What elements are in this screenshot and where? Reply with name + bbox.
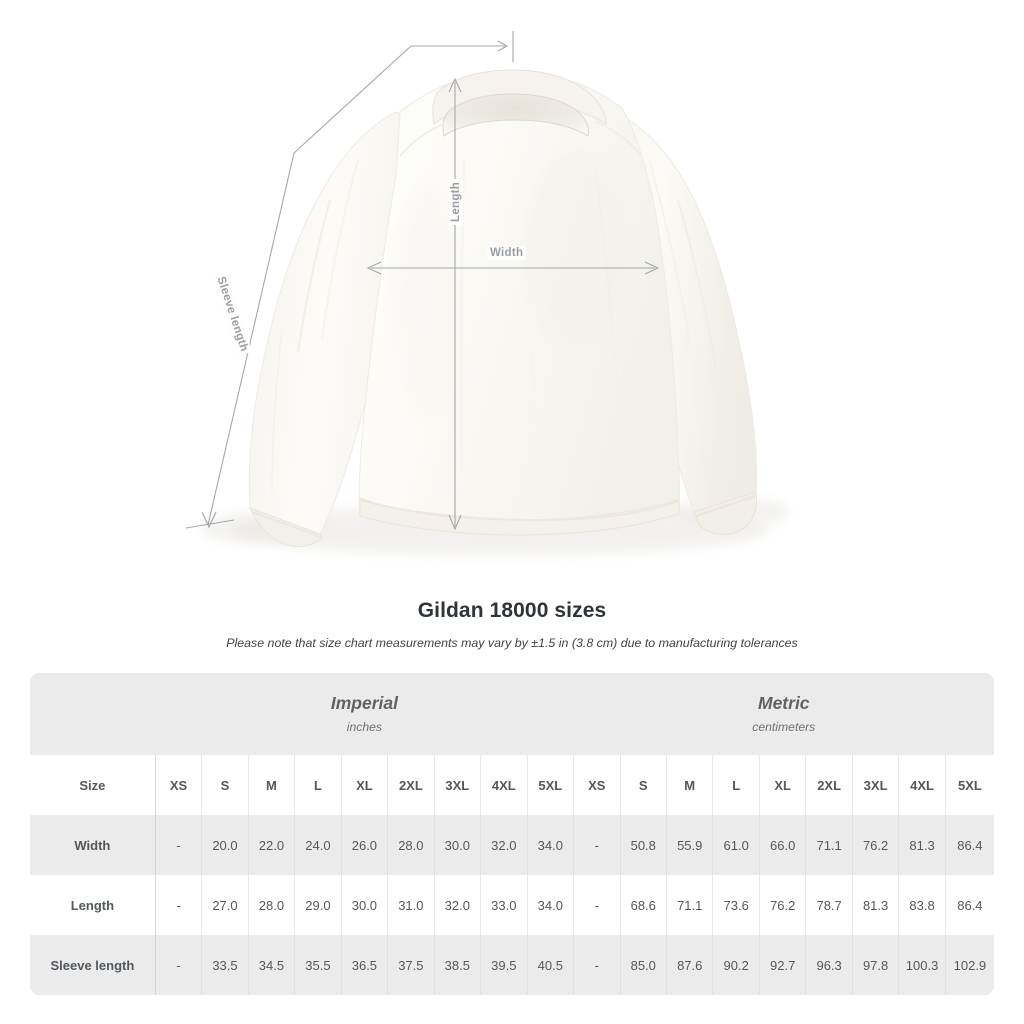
size-header-imperial-xl: XL bbox=[341, 755, 389, 815]
cell-width-metric-m: 55.9 bbox=[666, 815, 714, 875]
size-header-imperial-4xl: 4XL bbox=[480, 755, 528, 815]
size-header-metric-4xl: 4XL bbox=[898, 755, 946, 815]
size-header-imperial-m: M bbox=[248, 755, 296, 815]
row-label-length: Length bbox=[30, 875, 156, 935]
cell-sleeve-metric-2xl: 96.3 bbox=[805, 935, 853, 995]
size-header-imperial-5xl: 5XL bbox=[527, 755, 575, 815]
size-header-metric-s: S bbox=[620, 755, 667, 815]
cell-width-imperial-3xl: 30.0 bbox=[434, 815, 482, 875]
table-row: Sleeve length - 33.5 34.5 35.5 36.5 37.5… bbox=[30, 935, 994, 995]
size-header-metric-xl: XL bbox=[759, 755, 807, 815]
size-header-row: Size XS S M L XL 2XL 3XL 4XL 5XL XS S M … bbox=[30, 755, 994, 815]
unit-banner-row: Imperial inches Metric centimeters bbox=[30, 673, 994, 755]
size-header-metric-l: L bbox=[712, 755, 760, 815]
cell-length-metric-xs: - bbox=[573, 875, 621, 935]
cell-sleeve-metric-l: 90.2 bbox=[712, 935, 760, 995]
row-label-sleeve-length: Sleeve length bbox=[30, 935, 156, 995]
cell-length-imperial-5xl: 34.0 bbox=[527, 875, 575, 935]
cell-width-imperial-s: 20.0 bbox=[201, 815, 249, 875]
cell-sleeve-imperial-s: 33.5 bbox=[201, 935, 249, 995]
size-header-imperial-2xl: 2XL bbox=[387, 755, 435, 815]
cell-sleeve-metric-xl: 92.7 bbox=[759, 935, 807, 995]
cell-width-imperial-4xl: 32.0 bbox=[480, 815, 528, 875]
cell-sleeve-imperial-2xl: 37.5 bbox=[387, 935, 435, 995]
row-label-width: Width bbox=[30, 815, 156, 875]
unit-corner-cell bbox=[30, 673, 156, 755]
cell-width-metric-3xl: 76.2 bbox=[852, 815, 900, 875]
cell-length-imperial-2xl: 31.0 bbox=[387, 875, 435, 935]
table-row: Length - 27.0 28.0 29.0 30.0 31.0 32.0 3… bbox=[30, 875, 994, 935]
cell-length-imperial-xs: - bbox=[155, 875, 203, 935]
size-header-metric-m: M bbox=[666, 755, 714, 815]
table-row: Width - 20.0 22.0 24.0 26.0 28.0 30.0 32… bbox=[30, 815, 994, 875]
cell-sleeve-metric-3xl: 97.8 bbox=[852, 935, 900, 995]
cell-length-imperial-3xl: 32.0 bbox=[434, 875, 482, 935]
cell-length-imperial-4xl: 33.0 bbox=[480, 875, 528, 935]
size-header-imperial-s: S bbox=[201, 755, 249, 815]
cell-sleeve-metric-5xl: 102.9 bbox=[945, 935, 994, 995]
cell-width-metric-s: 50.8 bbox=[620, 815, 667, 875]
cell-width-metric-5xl: 86.4 bbox=[945, 815, 994, 875]
metric-unit-name: Metric bbox=[758, 692, 810, 713]
cell-length-metric-xl: 76.2 bbox=[759, 875, 807, 935]
cell-sleeve-imperial-xl: 36.5 bbox=[341, 935, 389, 995]
cell-sleeve-imperial-5xl: 40.5 bbox=[527, 935, 575, 995]
cell-width-metric-l: 61.0 bbox=[712, 815, 760, 875]
metric-unit-header: Metric centimeters bbox=[573, 673, 994, 755]
cell-length-metric-m: 71.1 bbox=[666, 875, 714, 935]
cell-sleeve-imperial-l: 35.5 bbox=[294, 935, 342, 995]
cell-width-imperial-5xl: 34.0 bbox=[527, 815, 575, 875]
cell-width-metric-xs: - bbox=[573, 815, 621, 875]
cell-sleeve-metric-s: 85.0 bbox=[620, 935, 667, 995]
size-header-imperial-xs: XS bbox=[155, 755, 203, 815]
cell-sleeve-imperial-m: 34.5 bbox=[248, 935, 296, 995]
cell-sleeve-imperial-3xl: 38.5 bbox=[434, 935, 482, 995]
cell-length-imperial-s: 27.0 bbox=[201, 875, 249, 935]
size-header-metric-3xl: 3XL bbox=[852, 755, 900, 815]
cell-length-imperial-xl: 30.0 bbox=[341, 875, 389, 935]
imperial-unit-name: Imperial bbox=[330, 692, 398, 713]
tolerance-note: Please note that size chart measurements… bbox=[226, 636, 798, 650]
cell-width-imperial-m: 22.0 bbox=[248, 815, 296, 875]
metric-unit-sub: centimeters bbox=[752, 720, 816, 735]
cell-length-imperial-m: 28.0 bbox=[248, 875, 296, 935]
cell-sleeve-metric-xs: - bbox=[573, 935, 621, 995]
cell-sleeve-imperial-xs: - bbox=[155, 935, 203, 995]
size-header-metric-5xl: 5XL bbox=[945, 755, 994, 815]
garment-figure: Length Width Sleeve length bbox=[185, 31, 790, 556]
title-block: Gildan 18000 sizes Please note that size… bbox=[0, 599, 1024, 650]
sweatshirt-illustration bbox=[185, 31, 790, 556]
cell-width-imperial-l: 24.0 bbox=[294, 815, 342, 875]
cell-length-metric-2xl: 78.7 bbox=[805, 875, 853, 935]
cell-width-metric-4xl: 81.3 bbox=[898, 815, 946, 875]
cell-length-imperial-l: 29.0 bbox=[294, 875, 342, 935]
cell-sleeve-metric-4xl: 100.3 bbox=[898, 935, 946, 995]
cell-sleeve-metric-m: 87.6 bbox=[666, 935, 714, 995]
cell-width-imperial-2xl: 28.0 bbox=[387, 815, 435, 875]
width-dimension-label: Width bbox=[487, 246, 527, 260]
cell-width-imperial-xs: - bbox=[155, 815, 203, 875]
cell-width-metric-xl: 66.0 bbox=[759, 815, 807, 875]
page-title: Gildan 18000 sizes bbox=[417, 599, 607, 622]
size-chart-table: Imperial inches Metric centimeters Size … bbox=[30, 673, 994, 995]
size-header-metric-xs: XS bbox=[573, 755, 621, 815]
cell-length-metric-3xl: 81.3 bbox=[852, 875, 900, 935]
length-dimension-label: Length bbox=[449, 178, 463, 225]
cell-length-metric-4xl: 83.8 bbox=[898, 875, 946, 935]
size-header-metric-2xl: 2XL bbox=[805, 755, 853, 815]
cell-length-metric-5xl: 86.4 bbox=[945, 875, 994, 935]
cell-length-metric-s: 68.6 bbox=[620, 875, 667, 935]
size-header-label: Size bbox=[30, 755, 156, 815]
imperial-unit-header: Imperial inches bbox=[155, 673, 574, 755]
cell-length-metric-l: 73.6 bbox=[712, 875, 760, 935]
size-header-imperial-l: L bbox=[294, 755, 342, 815]
size-chart-table-wrapper: Imperial inches Metric centimeters Size … bbox=[30, 673, 994, 995]
imperial-unit-sub: inches bbox=[346, 720, 383, 735]
size-header-imperial-3xl: 3XL bbox=[434, 755, 482, 815]
cell-width-metric-2xl: 71.1 bbox=[805, 815, 853, 875]
cell-sleeve-imperial-4xl: 39.5 bbox=[480, 935, 528, 995]
cell-width-imperial-xl: 26.0 bbox=[341, 815, 389, 875]
